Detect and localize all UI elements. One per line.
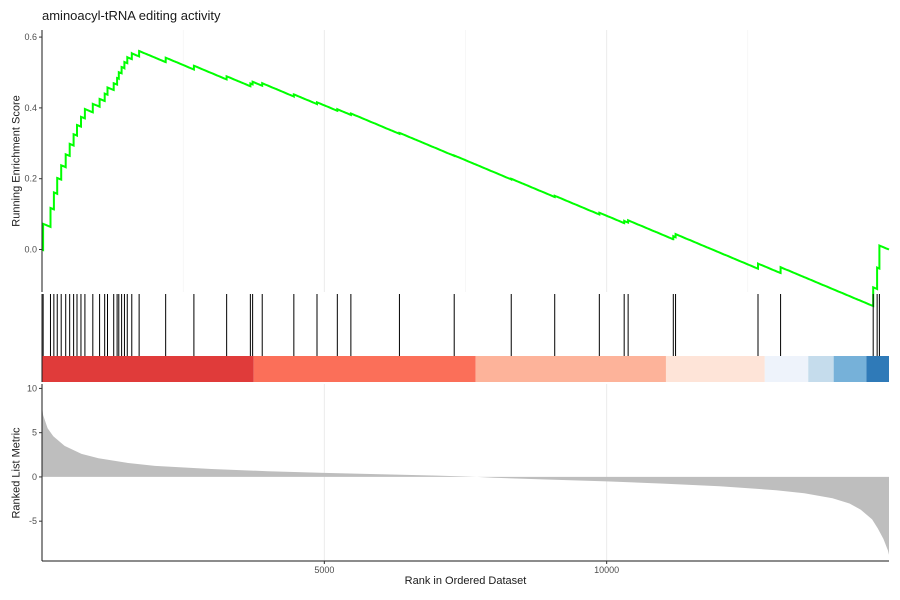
metric-y-tick-label: 5 [32, 428, 37, 438]
running-score-axis-label: Running Enrichment Score [10, 95, 23, 227]
es-y-tick-label: 0.2 [24, 174, 37, 184]
x-tick-label: 5000 [314, 565, 334, 575]
rank-color-segment [42, 356, 254, 382]
es-y-tick-label: 0.0 [24, 245, 37, 255]
rank-color-segment [808, 356, 834, 382]
es-y-tick-label: 0.6 [24, 32, 37, 42]
ranked-metric-area [42, 406, 889, 555]
es-y-tick-label: 0.4 [24, 103, 37, 113]
running-score-line [41, 49, 890, 308]
x-axis-label: Rank in Ordered Dataset [404, 575, 527, 587]
x-tick-label: 10000 [594, 565, 619, 575]
metric-y-tick-label: 10 [27, 383, 37, 393]
ranked-metric-axis-label: Ranked List Metric [10, 426, 23, 519]
chart-title: aminoacyl-tRNA editing activity [42, 8, 221, 23]
rank-color-segment [833, 356, 867, 382]
rank-color-segment [866, 356, 889, 382]
rank-color-segment [764, 356, 809, 382]
rank-color-segment [665, 356, 765, 382]
metric-y-tick-label: -5 [29, 516, 37, 526]
metric-y-tick-label: 0 [32, 472, 37, 482]
rank-color-segment [475, 356, 666, 382]
rank-color-segment [253, 356, 476, 382]
